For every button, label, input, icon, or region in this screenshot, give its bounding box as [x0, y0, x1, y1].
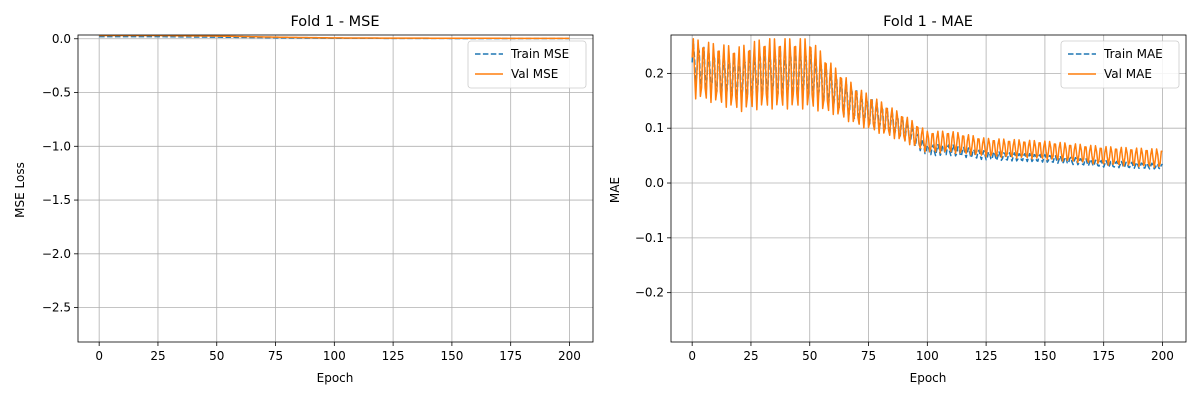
x-tick-label: 200 [1151, 349, 1174, 363]
chart-mae: Fold 1 - MAE Epoch MAE 0 25 50 75 100 125 150 1… [608, 14, 1187, 385]
y-tick-label: −1.5 [42, 193, 71, 207]
y-axis-label: MSE Loss [13, 162, 27, 218]
x-tick-label: 125 [382, 349, 405, 363]
plot-area [691, 37, 1164, 170]
chart-title: Fold 1 - MSE [290, 14, 379, 30]
x-tick-label: 75 [861, 349, 876, 363]
axes-frame [670, 34, 1187, 343]
y-tick-label: 0.2 [645, 66, 664, 80]
y-tick-label: −2.5 [42, 301, 71, 315]
series-line-val [99, 35, 570, 40]
x-tick-label: 75 [268, 349, 283, 363]
x-tick-label: 50 [802, 349, 817, 363]
legend-label: Val MSE [511, 67, 558, 81]
x-tick-label: 25 [743, 349, 758, 363]
y-tick-label: 0.0 [645, 176, 664, 190]
x-axis-label: Epoch [317, 371, 354, 385]
x-tick-label: 0 [95, 349, 103, 363]
x-tick-label: 100 [323, 349, 346, 363]
legend: Train MSE Val MSE [467, 40, 587, 89]
y-axis-label: MAE [608, 177, 622, 203]
legend-label: Val MAE [1104, 67, 1152, 81]
grid [78, 35, 593, 342]
y-tick-label: −0.5 [42, 86, 71, 100]
y-tick-label: −1.0 [42, 139, 71, 153]
legend: Train MAE Val MAE [1060, 40, 1180, 89]
x-axis-label: Epoch [910, 371, 947, 385]
chart-title: Fold 1 - MAE [883, 14, 973, 30]
legend-box [1060, 40, 1180, 89]
x-tick-label: 175 [499, 349, 522, 363]
x-tick-label: 100 [916, 349, 939, 363]
y-tick-label: −2.0 [42, 247, 71, 261]
x-tick-label: 125 [975, 349, 998, 363]
x-tick-label: 25 [150, 349, 165, 363]
plot-area [99, 35, 570, 40]
y-tick-label: 0.0 [52, 32, 71, 46]
series-line-val [691, 37, 1163, 169]
y-tick-label: 0.1 [645, 121, 664, 135]
y-tick-label: −0.2 [635, 286, 664, 300]
chart-mse: Fold 1 - MSE Epoch MSE Loss 0 25 50 75 100 12… [13, 14, 594, 385]
x-tick-label: 200 [558, 349, 581, 363]
axes-frame [77, 34, 594, 343]
legend-label: Train MSE [510, 47, 569, 61]
x-tick-label: 0 [688, 349, 696, 363]
x-tick-label: 150 [440, 349, 463, 363]
y-tick-label: −0.1 [635, 231, 664, 245]
x-tick-label: 150 [1033, 349, 1056, 363]
x-tick-label: 175 [1092, 349, 1115, 363]
legend-label: Train MAE [1103, 47, 1163, 61]
x-tick-label: 50 [209, 349, 224, 363]
legend-box [467, 40, 587, 89]
